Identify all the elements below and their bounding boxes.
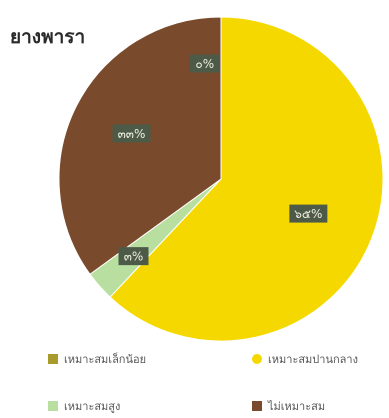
pie-slices xyxy=(58,16,384,342)
data-label: ๓๓% xyxy=(118,127,146,141)
data-label: ๐% xyxy=(195,57,214,71)
pie-slice xyxy=(58,16,222,275)
data-label: ๖๕% xyxy=(294,207,322,221)
pie-slice xyxy=(109,16,384,342)
data-label-box xyxy=(189,54,220,73)
data-label: ๓% xyxy=(124,250,144,264)
data-label-box xyxy=(289,204,328,223)
pie-data-labels: ๖๕% ๓% ๓๓% ๐% xyxy=(112,54,328,266)
data-label-box xyxy=(112,124,151,143)
chart-title: ยางพารา xyxy=(10,26,86,48)
data-label-box xyxy=(118,247,149,266)
